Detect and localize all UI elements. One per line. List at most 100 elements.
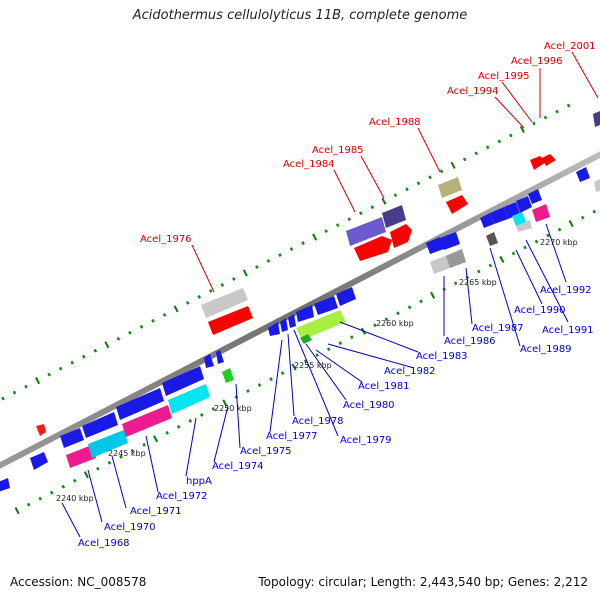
rail-tick xyxy=(534,239,539,244)
rail-tick xyxy=(188,419,193,423)
gene-acel-1994-red xyxy=(530,156,546,170)
gene-label: Acel_1988 xyxy=(369,117,421,128)
gene-acel-1972-magenta xyxy=(122,405,172,437)
rail-tick xyxy=(580,215,585,220)
rail-tick xyxy=(289,247,294,251)
rail-tick xyxy=(338,341,343,346)
gene-acel-1991-gray xyxy=(516,220,532,232)
rail-tick xyxy=(384,317,389,322)
rail-tick xyxy=(151,318,155,323)
rail-tick xyxy=(485,145,490,150)
rail-tick xyxy=(592,209,597,214)
gene-acel-1977 xyxy=(268,322,280,336)
rail-tick xyxy=(303,359,308,364)
gene-acel-1984-purple xyxy=(346,217,386,246)
gene-acel-1974b xyxy=(216,350,224,364)
gene-label: Acel_1971 xyxy=(130,506,182,517)
gene-marker xyxy=(36,424,46,436)
gene-acel-1971-cyan xyxy=(88,430,128,458)
gene-acel-1981 xyxy=(296,305,314,322)
gene-acel-1974 xyxy=(204,354,214,368)
rail-tick xyxy=(269,377,273,381)
gene-label: Acel_1989 xyxy=(520,344,572,355)
scale-ticks: 2240 kbp 2245 kbp 2250 kbp 2255 kbp 2260… xyxy=(56,238,578,503)
guide-rails xyxy=(1,103,597,515)
gene-label: Acel_1975 xyxy=(240,446,292,457)
rail-tick xyxy=(165,430,169,435)
rail-tick xyxy=(35,377,41,385)
rail-tick xyxy=(509,133,513,138)
rail-tick xyxy=(301,241,305,245)
gene-label: Acel_1977 xyxy=(266,431,318,442)
gene-acel-1985-purple xyxy=(382,205,406,228)
rail-tick xyxy=(488,263,493,268)
rail-tick xyxy=(242,269,248,277)
gene-acel-1976-gray xyxy=(201,288,248,318)
rail-tick xyxy=(24,384,28,389)
rail-tick xyxy=(315,353,319,358)
genome-backbone xyxy=(0,151,600,469)
rail-tick xyxy=(47,372,51,377)
rail-tick xyxy=(555,109,559,114)
rail-tick xyxy=(208,289,213,293)
rail-tick xyxy=(130,448,135,453)
rail-tick xyxy=(291,363,297,371)
rail-tick xyxy=(14,507,20,515)
gene-label: Acel_1985 xyxy=(312,145,364,156)
rail-tick xyxy=(416,181,421,186)
rail-tick xyxy=(497,139,502,144)
gene-label: Acel_1996 xyxy=(511,56,563,67)
gene-label: Acel_1968 xyxy=(78,538,130,549)
rail-tick xyxy=(49,490,54,495)
rail-tick xyxy=(1,396,5,401)
rail-tick xyxy=(373,323,377,328)
rail-tick xyxy=(511,251,516,256)
gene-label: Acel_1994 xyxy=(447,86,499,97)
rail-tick xyxy=(474,151,479,156)
rail-tick xyxy=(350,335,354,340)
gene-acel-1989b xyxy=(490,207,508,224)
rail-tick xyxy=(139,324,144,329)
gene-label: Acel_1981 xyxy=(358,381,410,392)
rail-tick xyxy=(173,305,179,313)
gene-acel-1985-red xyxy=(390,224,412,248)
gene-acel-1992-magenta xyxy=(532,204,550,222)
gene-label: Acel_1990 xyxy=(514,305,566,316)
rail-tick xyxy=(72,478,77,483)
gene-acel-1970-blue xyxy=(30,452,48,470)
rail-tick xyxy=(70,360,75,365)
rail-tick xyxy=(26,502,31,507)
gene-acel-1968 xyxy=(0,478,10,492)
rail-tick xyxy=(335,223,340,228)
gene-acel-1982 xyxy=(314,296,338,315)
top-gene-labels: Acel_1976 Acel_1984 Acel_1985 Acel_1988 … xyxy=(140,41,596,245)
rail-tick xyxy=(405,187,409,192)
gene-hppa-cyan xyxy=(168,384,210,414)
rail-tick xyxy=(566,103,571,108)
rail-tick xyxy=(347,217,352,222)
rail-tick xyxy=(568,220,574,228)
rail-tick xyxy=(499,255,505,264)
gene-acel-1990b xyxy=(516,196,532,213)
rail-tick xyxy=(162,312,167,317)
gene-acel-1995-red xyxy=(542,154,556,166)
gene-acel-1987 xyxy=(486,232,498,246)
scale-label: 2265 kbp xyxy=(459,278,497,287)
rail-tick xyxy=(58,366,63,371)
gene-label: Acel_1982 xyxy=(384,366,436,377)
rail-tick xyxy=(312,233,318,241)
rail-tick xyxy=(232,277,236,281)
gene-acel-2001b xyxy=(576,167,590,182)
rail-tick xyxy=(546,233,550,238)
rail-tick xyxy=(142,442,146,447)
rail-tick xyxy=(220,283,225,287)
rail-tick xyxy=(61,484,66,489)
rail-tick xyxy=(81,354,86,359)
gene-acel-1976-red xyxy=(208,306,253,335)
rail-tick xyxy=(278,253,282,257)
genome-title: Acidothermus cellulolyticus 11B, complet… xyxy=(132,8,468,23)
gene-label: Acel_1978 xyxy=(292,416,344,427)
rail-tick xyxy=(453,281,458,286)
bottom-leader-lines xyxy=(61,223,569,538)
gene-label: Acel_1983 xyxy=(416,351,468,362)
